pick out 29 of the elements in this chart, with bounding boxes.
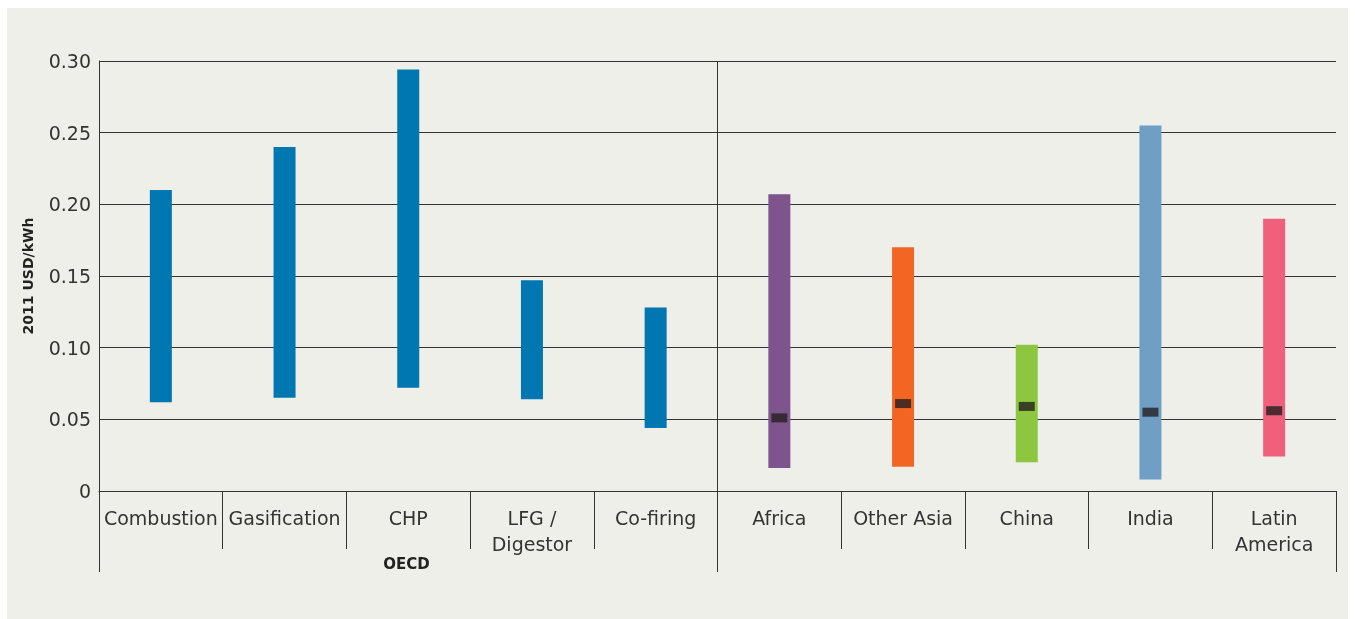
x-tick-label: Co-firing (615, 507, 697, 529)
bar (1263, 218, 1286, 457)
text: OECD (383, 554, 430, 573)
y-tick-label: 0.25 (48, 121, 91, 144)
x-tick-label: Combustion (103, 507, 218, 529)
x-tick-label: LFG / Digestor (491, 507, 573, 555)
bar (768, 194, 791, 469)
y-tick-label: 0.15 (48, 265, 91, 287)
bar (149, 190, 172, 403)
x-tick-label: Gasification (228, 507, 341, 529)
x-tick-label: CHP (388, 507, 428, 529)
x-tick-label: Latin America (1234, 507, 1314, 555)
x-tick-label: India (1127, 507, 1174, 529)
bar (273, 147, 296, 398)
x-tick-label: China (999, 507, 1054, 529)
y-tick-label: 0.10 (48, 336, 91, 359)
y-tick-label: 0.05 (48, 408, 91, 431)
x-tick-label: Africa (752, 507, 807, 529)
bar (397, 69, 420, 388)
bar (644, 307, 667, 428)
y-tick-label: 0.30 (48, 50, 91, 72)
x-tick-label: Other Asia (853, 507, 953, 529)
y-tick-label: 0 (78, 480, 91, 502)
y-tick-label: 0.20 (48, 193, 91, 216)
bar (892, 247, 915, 467)
bar (1139, 125, 1162, 480)
bar (1015, 344, 1038, 463)
y-axis-title: 2011 USD/kWh (20, 217, 36, 335)
bar (520, 280, 543, 400)
